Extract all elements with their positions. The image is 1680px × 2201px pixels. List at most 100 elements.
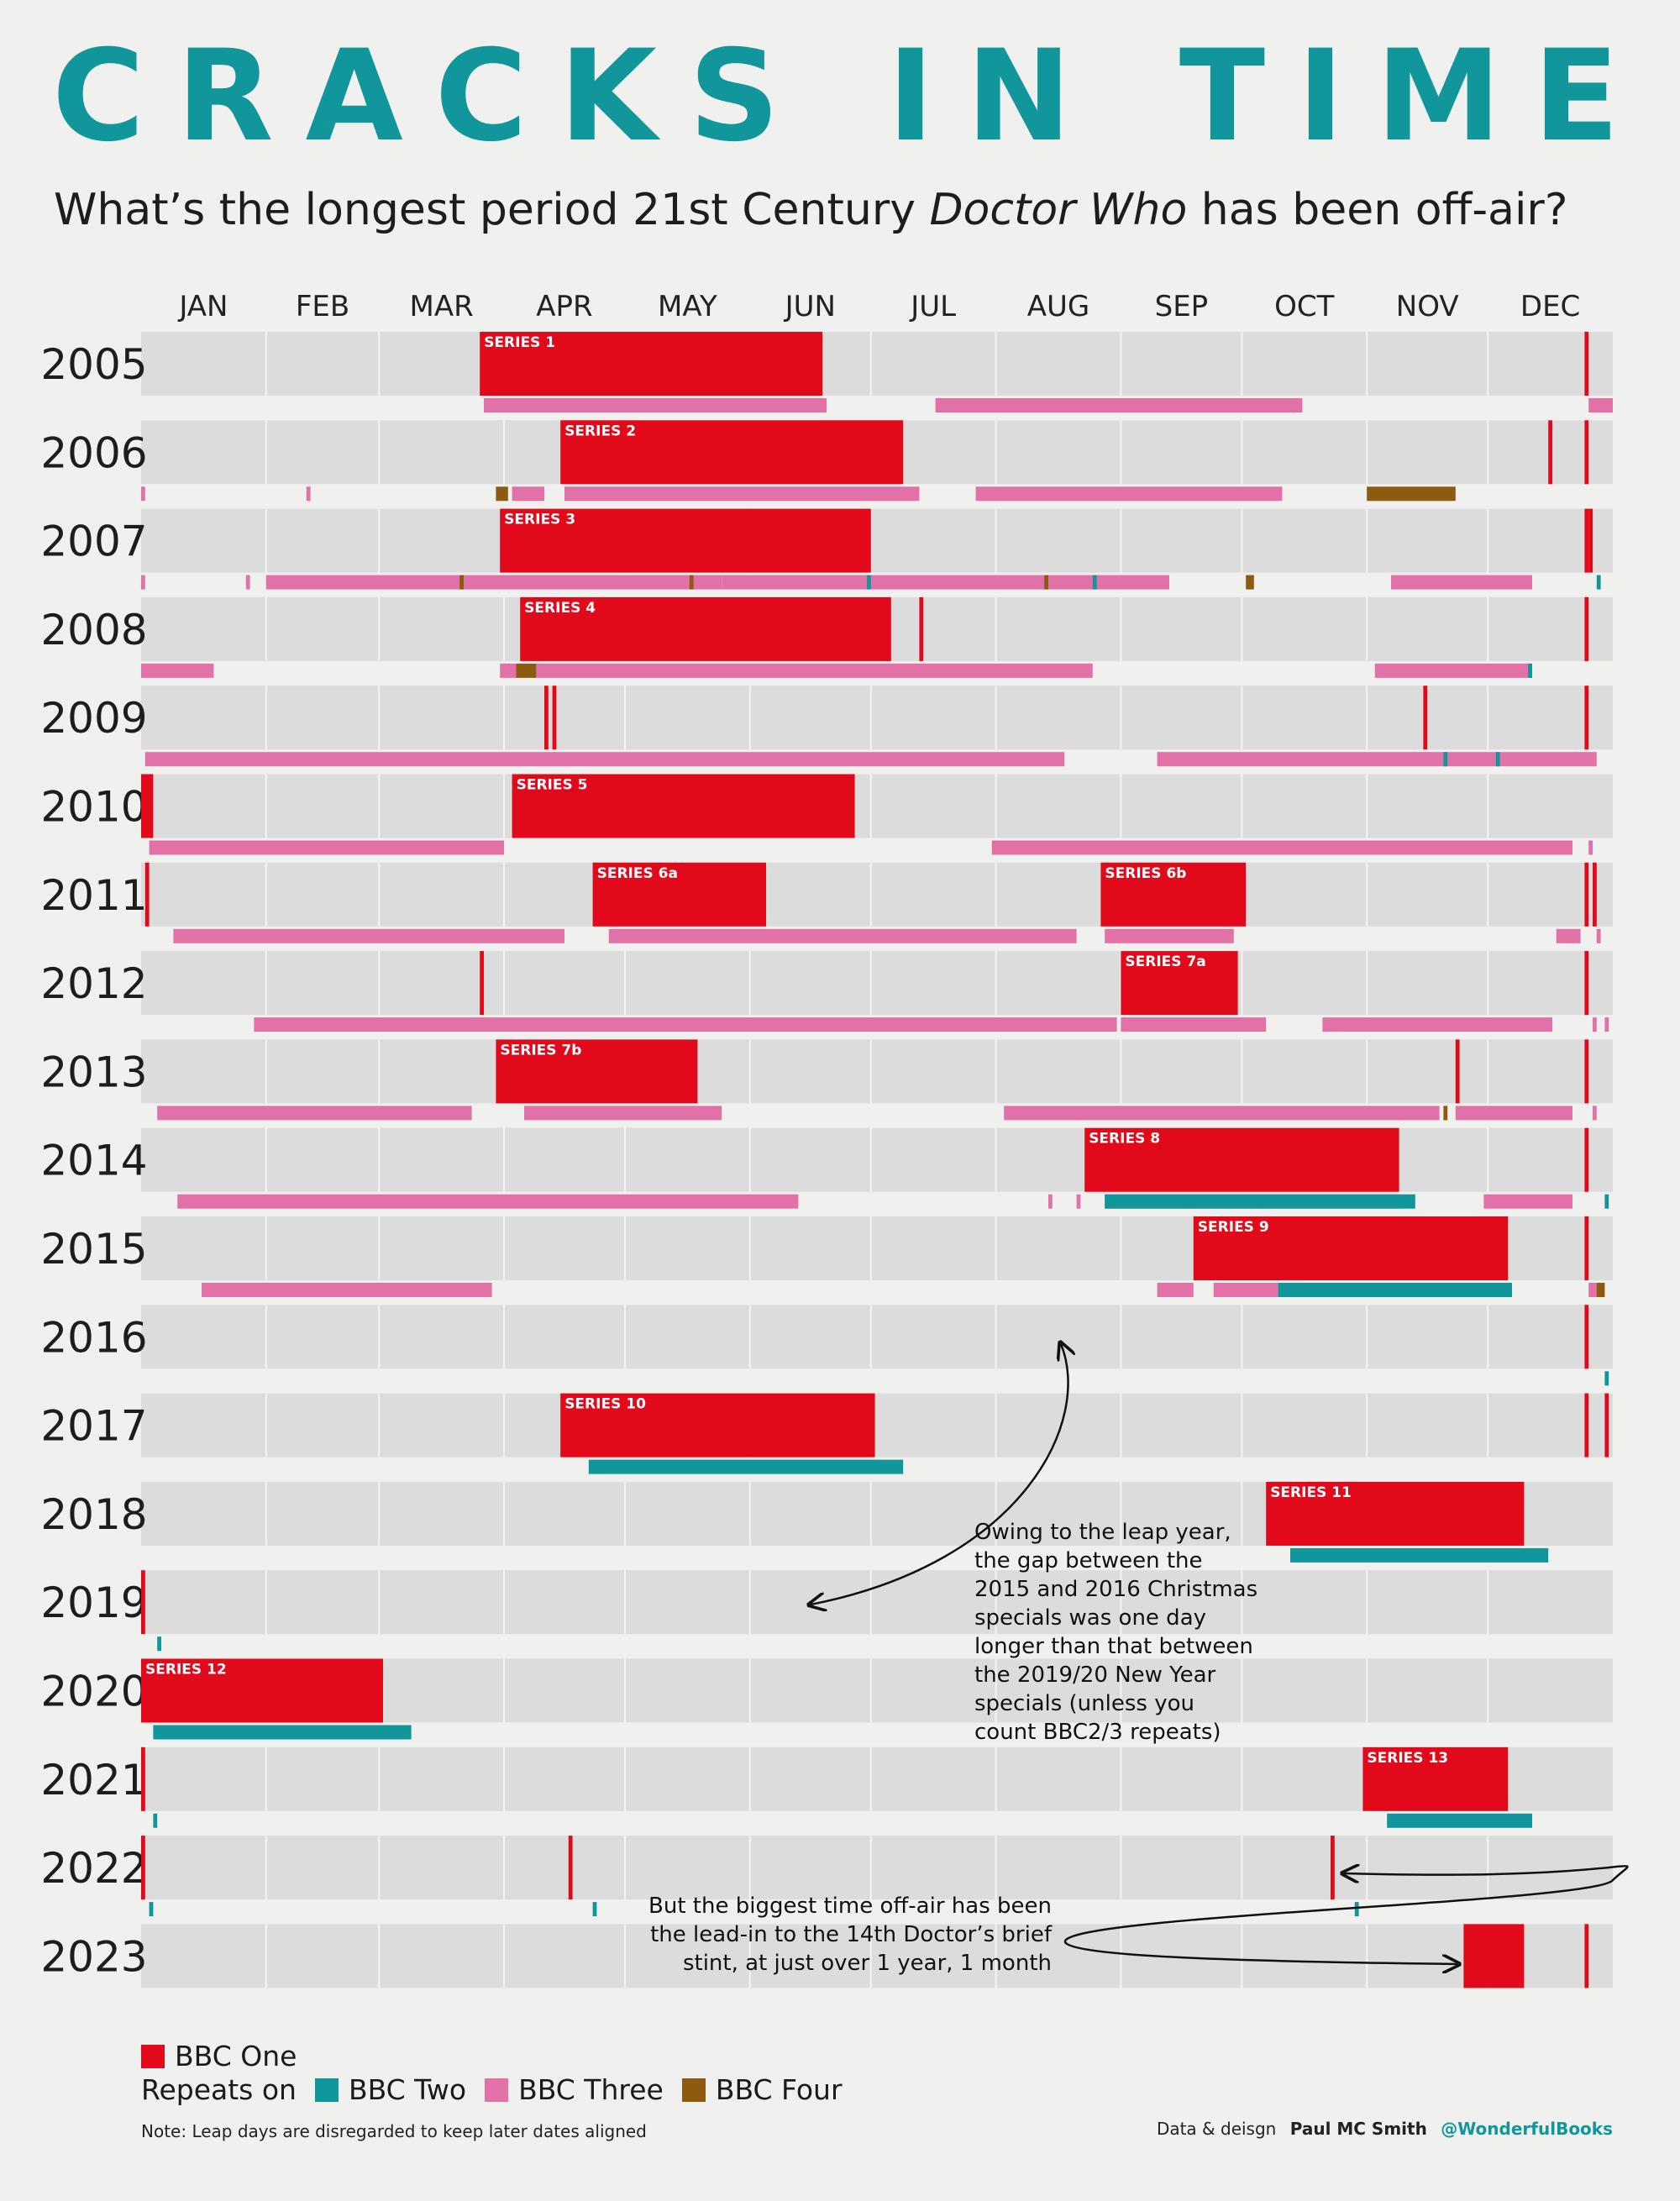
legend-row-repeats: Repeats on BBC Two BBC Three BBC Four <box>141 2073 861 2107</box>
repeat-bar <box>157 1636 161 1652</box>
series-label: SERIES 7b <box>500 1042 581 1058</box>
year-row-background <box>141 862 1613 927</box>
broadcast-bar <box>592 862 766 927</box>
year-row-background <box>141 774 1613 838</box>
year-label: 2006 <box>40 428 147 477</box>
legend-bbc-three: BBC Three <box>518 2073 664 2106</box>
repeat-bar <box>484 398 827 412</box>
repeat-bar <box>1588 398 1613 412</box>
year-label: 2019 <box>40 1579 147 1627</box>
series-label: SERIES 6a <box>597 865 678 882</box>
repeat-bar <box>991 840 1572 855</box>
footnote: Note: Leap days are disregarded to keep … <box>141 2121 647 2141</box>
month-label: FEB <box>296 290 349 323</box>
series-label: SERIES 7a <box>1125 953 1205 970</box>
year-label: 2012 <box>40 959 147 1008</box>
repeat-bar <box>1367 486 1456 502</box>
repeat-bar <box>1483 1194 1572 1209</box>
broadcast-bar <box>144 862 150 927</box>
year-label: 2007 <box>40 517 147 566</box>
year-label: 2016 <box>40 1313 147 1362</box>
repeat-bar <box>689 575 694 590</box>
repeat-bar <box>141 575 145 590</box>
repeat-bar <box>1443 1106 1448 1121</box>
series-label: SERIES 5 <box>517 777 588 794</box>
repeat-bar <box>1588 840 1593 855</box>
repeat-bar <box>144 752 1065 767</box>
year-row-background <box>141 951 1613 1016</box>
month-axis: JAN FEB MAR APR MAY JUN JUL AUG SEP OCT NOV DEC <box>177 290 1580 323</box>
repeat-bar <box>1556 928 1581 943</box>
repeat-bar <box>867 575 871 590</box>
year-label: 2008 <box>40 606 147 654</box>
year-label: 2023 <box>40 1932 147 1981</box>
year-label: 2009 <box>40 694 147 743</box>
credit: Data & deisgn Paul MC Smith @WonderfulBo… <box>1157 2119 1613 2139</box>
repeat-bar <box>1121 1017 1267 1032</box>
repeat-bar <box>1044 575 1048 590</box>
year-label: 2020 <box>40 1668 147 1716</box>
repeat-bar <box>1455 1106 1572 1121</box>
broadcast-bars: SERIES 1 SERIES 2 SERIES 3 SERIES 4 SERIES 5… <box>141 332 1609 1988</box>
repeat-bar <box>1495 752 1500 767</box>
series-label: SERIES 1 <box>484 334 555 351</box>
broadcast-bar <box>1331 1836 1335 1900</box>
repeat-bar <box>564 486 920 502</box>
broadcast-bar <box>1584 1039 1589 1104</box>
repeat-bar <box>1157 752 1597 767</box>
month-label: MAR <box>409 290 473 323</box>
chart-subtitle: What’s the longest period 21st Century D… <box>54 183 1650 237</box>
broadcast-bar <box>1455 1039 1460 1104</box>
repeat-bar <box>935 398 1303 412</box>
repeat-bar <box>1528 663 1532 678</box>
repeat-bar <box>1593 1106 1597 1121</box>
series-label: SERIES 4 <box>524 600 596 617</box>
repeat-bar <box>1105 928 1234 943</box>
repeat-bar <box>1387 1813 1532 1828</box>
leap-arrow <box>811 1344 1068 1605</box>
repeat-bar <box>516 663 537 678</box>
repeat-bar <box>588 1459 904 1474</box>
broadcast-bar <box>141 1658 383 1723</box>
broadcast-bar <box>1593 862 1597 927</box>
year-label: 2021 <box>40 1756 147 1804</box>
repeat-bar <box>153 1725 412 1740</box>
repeat-bar <box>1213 1283 1278 1297</box>
month-label: OCT <box>1274 290 1335 323</box>
broadcast-bar <box>1584 1127 1589 1192</box>
repeat-bar <box>1105 1194 1415 1209</box>
broadcast-bar <box>141 774 154 838</box>
year-label: 2017 <box>40 1402 147 1451</box>
year-row-background <box>141 1836 1613 1900</box>
series-label: SERIES 10 <box>564 1396 646 1413</box>
broadcast-bar <box>1584 1924 1589 1988</box>
broadcast-bar <box>141 1836 145 1900</box>
broadcast-bar <box>1584 420 1589 485</box>
broadcast-bar <box>1266 1481 1525 1546</box>
year-row-background <box>141 1305 1613 1369</box>
year-label: 2010 <box>40 783 147 832</box>
broadcast-bar <box>1584 508 1589 573</box>
series-label: SERIES 11 <box>1270 1484 1352 1501</box>
year-label: 2014 <box>40 1137 147 1185</box>
annotation-arrows <box>811 1344 1629 1964</box>
repeat-bar <box>1596 575 1601 590</box>
swatch-bbc-three <box>485 2078 509 2102</box>
repeat-bar <box>245 575 250 590</box>
subtitle-prefix: What’s the longest period 21st Century <box>54 185 930 235</box>
broadcast-bar <box>1584 1305 1589 1369</box>
broadcast-bar <box>1584 596 1589 661</box>
credit-handle: @WonderfulBooks <box>1441 2119 1613 2139</box>
repeat-bar <box>202 1283 492 1297</box>
repeat-bar <box>512 486 544 502</box>
swatch-bbc-two <box>314 2078 339 2102</box>
month-label: AUG <box>1027 290 1090 323</box>
repeat-bar <box>1604 1194 1609 1209</box>
repeat-bar <box>608 928 1077 943</box>
repeat-bar <box>1604 1371 1609 1386</box>
repeat-bar <box>1278 1283 1512 1297</box>
broadcast-bar <box>919 596 924 661</box>
year-label: 2022 <box>40 1844 147 1893</box>
repeat-bar <box>592 1902 597 1917</box>
broadcast-bar <box>520 596 891 661</box>
